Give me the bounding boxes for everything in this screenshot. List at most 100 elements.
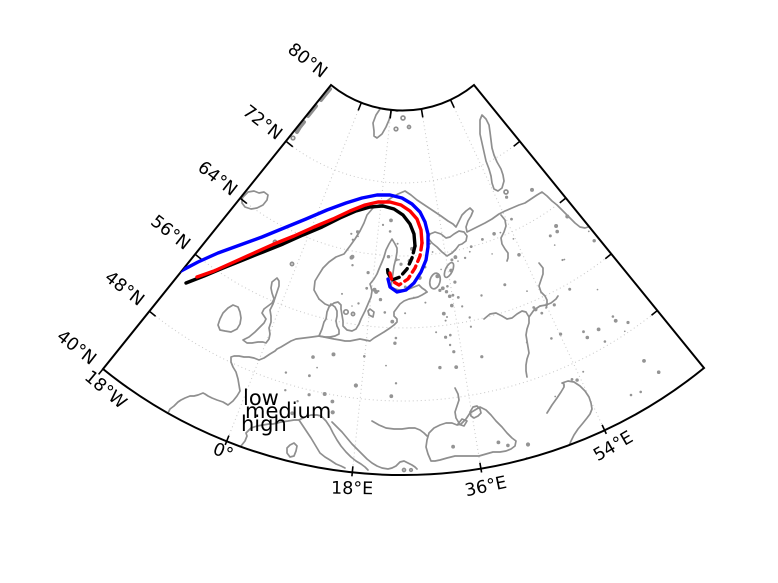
parallel-72n <box>286 140 521 184</box>
lake-speckle <box>388 230 392 233</box>
lat-label-80n: 80°N <box>284 40 331 83</box>
lat-label-64n: 64°N <box>194 158 241 201</box>
coastline-italy-west <box>298 419 346 469</box>
svalbard-islet <box>393 126 399 132</box>
lake-speckle <box>441 311 446 316</box>
lake-speckle <box>496 440 501 445</box>
lake-speckle <box>389 394 394 399</box>
lake-vattern <box>350 311 356 317</box>
lake-speckle <box>398 258 400 261</box>
vaygach-islet <box>503 189 509 195</box>
svalbard-islet <box>400 115 406 121</box>
coastline-baltic-south-atlantic <box>167 291 428 414</box>
lake-speckle <box>350 232 353 235</box>
river-dnieper <box>454 387 460 424</box>
coastlines <box>167 87 593 473</box>
coastline-norway-barents <box>313 190 589 300</box>
lake-speckle <box>374 289 379 294</box>
lake-speckle <box>491 253 493 255</box>
lat-label-48n: 48°N <box>101 268 148 311</box>
lake-speckle <box>330 410 335 415</box>
lake-speckle <box>554 224 559 228</box>
lake-speckle <box>480 294 483 297</box>
coastline-adriatic-east <box>331 421 418 470</box>
lake-speckle <box>563 258 566 261</box>
lake-speckle <box>290 411 295 416</box>
lake-speckle <box>385 364 387 367</box>
lake-speckle <box>526 290 528 292</box>
lake-speckle <box>322 392 327 396</box>
longitude-ticks <box>224 100 608 477</box>
lake-speckle <box>365 286 369 290</box>
lat-label-72n: 72°N <box>239 102 286 145</box>
lake-speckle <box>449 268 453 273</box>
lake-speckle <box>562 384 565 387</box>
lake-speckle <box>438 288 442 292</box>
lake-speckle <box>550 337 553 340</box>
lake-speckle <box>540 311 544 315</box>
lake-speckle <box>587 230 590 233</box>
coastline-novaya-zemlya <box>479 114 505 192</box>
lake-speckle <box>629 393 633 397</box>
lake-speckle <box>440 268 442 271</box>
lake-speckle <box>600 201 605 205</box>
lake-speckle <box>517 253 521 257</box>
trajectory-medium <box>195 200 424 279</box>
lake-speckle <box>413 296 415 299</box>
boundary-wedge <box>101 83 706 477</box>
river-danube <box>371 420 428 437</box>
lake-speckle <box>351 238 355 241</box>
lake-speckle <box>438 365 442 370</box>
lake-speckle <box>555 229 559 234</box>
lake-speckle <box>394 336 398 340</box>
lake-speckle <box>330 399 335 404</box>
trajectory-low <box>184 204 417 285</box>
trajectory-high <box>179 193 430 294</box>
lake-speckle <box>440 286 445 291</box>
lake-speckle <box>499 231 502 234</box>
lake-speckle <box>378 297 383 302</box>
lake-speckle <box>296 400 299 403</box>
lake-speckle <box>351 264 354 267</box>
lake-speckle <box>424 301 427 304</box>
crimea-peninsula <box>457 418 468 427</box>
lake-speckle <box>341 292 343 295</box>
lake-speckle <box>446 316 448 318</box>
lake-speckle <box>642 359 646 363</box>
lake-speckle <box>456 296 460 299</box>
coastline-iceland <box>241 190 269 210</box>
lake-speckle <box>431 251 434 253</box>
lake-speckle <box>435 331 438 334</box>
meridian-36e <box>421 109 482 469</box>
lake-speckle <box>377 290 380 293</box>
lake-speckle <box>357 302 360 305</box>
lake-speckle <box>284 371 288 374</box>
meridian-54e <box>450 100 606 431</box>
lake-speckle <box>525 442 531 447</box>
meridian-18e <box>351 110 392 473</box>
lake-speckle <box>320 409 323 412</box>
lake-speckle <box>570 378 574 381</box>
lake-vanern <box>342 308 350 316</box>
lake-speckle <box>450 258 454 262</box>
island-gotland <box>367 308 375 318</box>
lake-speckle <box>394 382 398 385</box>
lake-onega <box>443 261 455 279</box>
lake-speckle <box>624 330 626 333</box>
lake-speckle <box>389 218 393 223</box>
lake-speckle <box>353 383 358 388</box>
coastline-greenland-fragment <box>295 87 332 134</box>
lake-speckle <box>453 280 457 284</box>
lat-label-56n: 56°N <box>147 212 194 255</box>
lake-speckle <box>481 238 484 241</box>
lake-speckle <box>284 389 287 392</box>
island-sardinia <box>286 442 298 458</box>
river-pechora <box>500 214 509 262</box>
lake-speckle <box>548 234 552 238</box>
lake-speckle <box>512 238 515 240</box>
lake-speckle <box>565 214 570 219</box>
lake-speckle <box>308 374 311 378</box>
lake-speckle <box>611 315 615 318</box>
lake-speckle <box>449 333 452 337</box>
lake-speckle <box>396 242 399 245</box>
